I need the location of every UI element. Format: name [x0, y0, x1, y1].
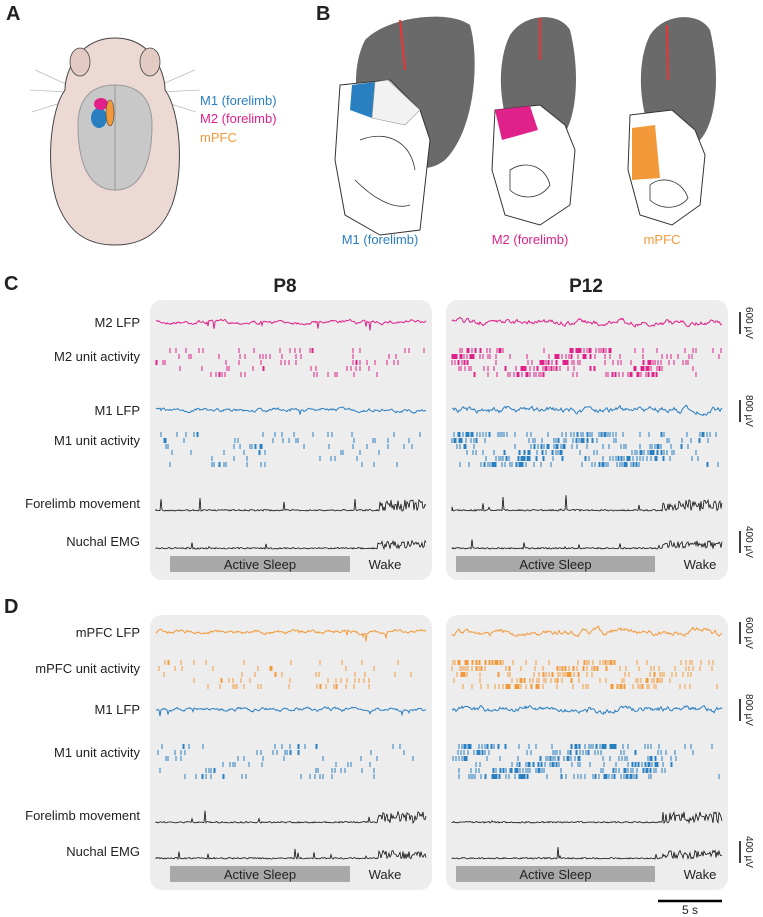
row-label: Nuchal EMG — [66, 534, 140, 549]
panel: Active Sleep Wake Active Sleep Wake mPFC LFP… — [25, 615, 754, 890]
lfp-trace — [155, 706, 427, 717]
amplitude-scale-label: 600 µV — [743, 307, 754, 339]
unit-raster — [451, 660, 718, 689]
region-caption: M1 (forelimb) — [342, 232, 419, 247]
state-bar — [170, 556, 350, 572]
brain-sections — [334, 16, 716, 236]
state-label: Active Sleep — [224, 867, 296, 882]
lfp-trace — [451, 316, 723, 328]
row-label: M1 LFP — [94, 403, 140, 418]
lfp-trace — [155, 318, 427, 331]
row-label: Forelimb movement — [25, 496, 140, 511]
movement-trace — [451, 495, 723, 512]
movement-trace — [155, 497, 427, 512]
unit-raster — [452, 744, 720, 779]
region-caption: mPFC — [644, 232, 681, 247]
panel-label: C — [4, 273, 18, 295]
state-label: Active Sleep — [519, 867, 591, 882]
lfp-trace — [451, 625, 723, 638]
panel-label: B — [316, 3, 330, 25]
legend-entry: M2 (forelimb) — [200, 111, 277, 126]
lfp-trace — [155, 406, 427, 415]
legend-entry: M1 (forelimb) — [200, 93, 277, 108]
state-bar — [170, 866, 350, 882]
state-bar — [456, 556, 655, 572]
state-bar — [456, 866, 655, 882]
movement-trace — [155, 810, 427, 824]
panel-label: A — [6, 3, 20, 25]
panel-label: D — [4, 596, 18, 618]
state-label: Active Sleep — [519, 557, 591, 572]
amplitude-scale-label: 800 µV — [743, 395, 754, 427]
row-label: M2 unit activity — [54, 349, 140, 364]
unit-raster — [157, 744, 414, 779]
mouse-drawing — [29, 37, 201, 246]
row-label: mPFC LFP — [76, 625, 140, 640]
recording-box — [150, 300, 432, 580]
row-label: M2 LFP — [94, 315, 140, 330]
amplitude-scale-label: 400 µV — [743, 836, 754, 868]
emg-trace — [451, 539, 723, 550]
state-label: Wake — [684, 557, 717, 572]
emg-trace — [451, 846, 723, 860]
recording-box — [446, 615, 728, 890]
recordings: Active Sleep Wake Active Sleep Wake M2 LFP M2… — [25, 300, 754, 890]
row-label: mPFC unit activity — [35, 661, 140, 676]
emg-trace — [155, 848, 427, 861]
amplitude-scale-label: 600 µV — [743, 617, 754, 649]
row-label: M1 LFP — [94, 702, 140, 717]
row-label: M1 unit activity — [54, 745, 140, 760]
state-label: Wake — [684, 867, 717, 882]
panel: Active Sleep Wake Active Sleep Wake M2 LFP M2… — [25, 300, 754, 580]
row-label: Nuchal EMG — [66, 844, 140, 859]
unit-raster — [158, 660, 412, 689]
legend-entry: mPFC — [200, 130, 237, 145]
movement-trace — [451, 810, 723, 825]
time-scale-label: 5 s — [682, 903, 698, 917]
amplitude-scale-label: 800 µV — [743, 694, 754, 726]
row-label: M1 unit activity — [54, 433, 140, 448]
lfp-trace — [155, 628, 427, 642]
row-label: Forelimb movement — [25, 808, 140, 823]
unit-raster — [451, 348, 722, 377]
lfp-trace — [451, 404, 723, 417]
state-label: Active Sleep — [224, 557, 296, 572]
column-title: P12 — [569, 276, 603, 297]
unit-raster — [451, 432, 719, 467]
column-title: P8 — [273, 276, 296, 297]
unit-raster — [160, 432, 421, 467]
amplitude-scale-label: 400 µV — [743, 526, 754, 558]
lfp-trace — [451, 704, 723, 715]
emg-trace — [155, 539, 427, 551]
state-label: Wake — [369, 557, 402, 572]
state-label: Wake — [369, 867, 402, 882]
region-caption: M2 (forelimb) — [492, 232, 569, 247]
unit-raster — [155, 348, 425, 377]
